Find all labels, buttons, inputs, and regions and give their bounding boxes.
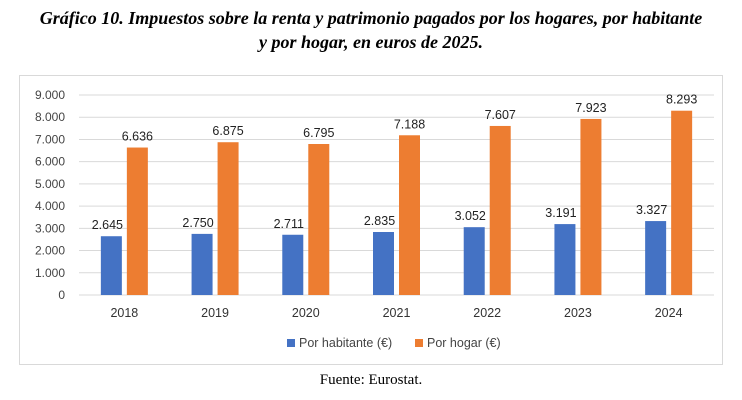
bar-habitante-2019 <box>191 233 213 295</box>
x-tick-label: 2021 <box>383 306 411 320</box>
source-note: Fuente: Eurostat. <box>319 372 423 388</box>
x-tick-label: 2024 <box>655 306 683 320</box>
bar-hogar-2024 <box>671 110 693 295</box>
data-label-habitante-2019: 2.750 <box>182 216 213 230</box>
x-tick-label: 2023 <box>564 306 592 320</box>
data-label-hogar-2018: 6.636 <box>122 130 153 144</box>
bar-hogar-2019 <box>217 142 239 295</box>
data-label-hogar-2019: 6.875 <box>212 124 243 138</box>
x-axis-ticks: 2018 2019 2020 2021 2022 2023 2024 <box>110 306 682 320</box>
data-label-habitante-2018: 2.645 <box>92 218 123 232</box>
data-label-habitante-2024: 3.327 <box>636 203 667 217</box>
bar-habitante-2024 <box>645 221 667 295</box>
x-tick-label: 2018 <box>110 306 138 320</box>
bar-habitante-2023 <box>554 224 576 295</box>
y-axis-ticks: 0 1.000 2.000 3.000 4.000 5.000 6.000 7.000 8.00… <box>35 88 65 302</box>
bar-habitante-2018 <box>100 236 122 295</box>
y-tick-label: 5.000 <box>35 177 65 191</box>
bar-habitante-2022 <box>463 227 485 295</box>
bar-habitante-2020 <box>282 234 304 295</box>
y-tick-label: 6.000 <box>35 155 65 169</box>
x-tick-label: 2022 <box>473 306 501 320</box>
bar-hogar-2022 <box>489 125 511 295</box>
bars <box>100 110 693 295</box>
y-tick-label: 9.000 <box>35 88 65 102</box>
x-tick-label: 2019 <box>201 306 229 320</box>
legend-swatch-hogar <box>415 339 423 347</box>
bar-habitante-2021 <box>373 232 394 295</box>
data-label-hogar-2024: 8.293 <box>666 93 697 107</box>
gridlines <box>79 94 714 296</box>
bar-hogar-2023 <box>580 118 602 295</box>
legend-label-hogar: Por hogar (€) <box>427 336 501 350</box>
data-label-hogar-2022: 7.607 <box>485 108 516 122</box>
chart-title: Gráfico 10. Impuestos sobre la renta y p… <box>0 6 742 54</box>
bar-hogar-2020 <box>308 144 330 295</box>
bar-hogar-2018 <box>126 147 148 295</box>
legend-swatch-habitante <box>287 339 295 347</box>
y-tick-label: 2.000 <box>35 244 65 258</box>
x-tick-label: 2020 <box>292 306 320 320</box>
y-tick-label: 7.000 <box>35 132 65 146</box>
chart-title-line-1: Gráfico 10. Impuestos sobre la renta y p… <box>39 8 703 28</box>
y-tick-label: 4.000 <box>35 199 65 213</box>
legend: Por habitante (€) Por hogar (€) <box>287 336 501 350</box>
bar-chart: 0 1.000 2.000 3.000 4.000 5.000 6.000 7.000 8.00… <box>19 75 723 365</box>
legend-label-habitante: Por habitante (€) <box>299 336 392 350</box>
data-label-hogar-2020: 6.795 <box>303 126 334 140</box>
y-tick-label: 0 <box>58 288 65 302</box>
data-label-habitante-2021: 2.835 <box>364 214 395 228</box>
y-tick-label: 3.000 <box>35 221 65 235</box>
y-tick-label: 1.000 <box>35 266 65 280</box>
data-labels: 2.645 6.636 2.750 6.875 2.711 6.795 2.835 7.188… <box>92 93 698 233</box>
data-label-hogar-2023: 7.923 <box>575 101 606 115</box>
data-label-hogar-2021: 7.188 <box>394 117 425 131</box>
data-label-habitante-2020: 2.711 <box>274 217 304 231</box>
data-label-habitante-2022: 3.052 <box>455 209 486 223</box>
chart-title-line-2: y por hogar, en euros de 2025. <box>258 32 483 52</box>
y-tick-label: 8.000 <box>35 110 65 124</box>
bar-hogar-2021 <box>399 135 420 295</box>
data-label-habitante-2023: 3.191 <box>545 206 576 220</box>
